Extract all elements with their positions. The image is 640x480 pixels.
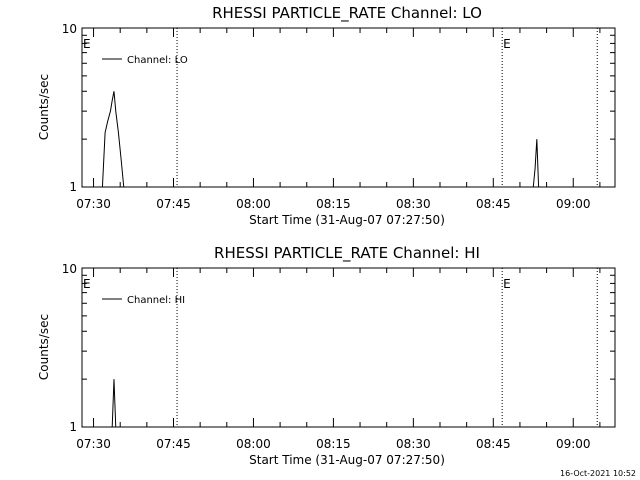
panel-lo-x-axis-label: Start Time (31-Aug-07 07:27:50) <box>249 213 445 227</box>
panel-lo-title: RHESSI PARTICLE_RATE Channel: LO <box>212 4 482 23</box>
panel-hi-marker-label: E <box>83 277 91 291</box>
panel-hi-title: RHESSI PARTICLE_RATE Channel: HI <box>214 244 480 263</box>
panel-lo-x-tick-label: 08:15 <box>316 197 351 211</box>
panel-lo-x-tick-label: 07:30 <box>76 197 111 211</box>
panel-hi-x-axis-label: Start Time (31-Aug-07 07:27:50) <box>249 453 445 467</box>
panel-hi-marker-label: E <box>503 277 511 291</box>
panel-lo-x-tick-label: 08:00 <box>236 197 271 211</box>
panel-lo-series-line <box>101 91 540 188</box>
panel-hi-plot-frame <box>81 267 616 428</box>
panel-lo-x-tick-label: 09:00 <box>556 197 591 211</box>
panel-hi-x-tick-label: 08:15 <box>316 437 351 451</box>
panel-hi-y-axis-label: Counts/sec <box>37 314 51 380</box>
panel-lo-x-ticks <box>93 28 601 187</box>
panel-lo-x-tick-label: 08:30 <box>396 197 431 211</box>
panel-hi-x-tick-label: 09:00 <box>556 437 591 451</box>
panel-hi-x-tick-label: 08:00 <box>236 437 271 451</box>
panel-hi-y-ticks <box>82 274 615 380</box>
panel-hi-legend-label: Channel: HI <box>127 295 185 306</box>
panel-lo-y-axis-label: Counts/sec <box>37 74 51 140</box>
panel-lo-marker-label: E <box>83 37 91 51</box>
panel-lo-series <box>101 91 540 188</box>
panel-lo-y-ticks <box>82 34 615 140</box>
panel-lo-marker-lines <box>176 28 598 187</box>
panel-hi-x-tick-label: 07:30 <box>76 437 111 451</box>
panel-hi-x-tick-label: 08:45 <box>476 437 511 451</box>
panel-hi-series <box>111 379 117 428</box>
panel-lo-y-tick-label-10: 10 <box>62 22 77 36</box>
panel-hi-y-tick-label-1: 1 <box>69 420 77 434</box>
panel-lo-x-tick-label: 08:45 <box>476 197 511 211</box>
panel-lo-legend: Channel: LO <box>102 55 188 66</box>
panel-lo-legend-label: Channel: LO <box>127 55 188 66</box>
panel-hi-y-tick-label-10: 10 <box>62 262 77 276</box>
panel-hi-series-line <box>111 379 117 428</box>
panel-lo-x-tick-label: 07:45 <box>156 197 191 211</box>
panel-lo-plot-frame <box>81 27 616 188</box>
plot-timestamp: 16-Oct-2021 10:52 <box>560 469 636 478</box>
panel-hi-x-ticks <box>93 268 601 427</box>
panel-hi-legend: Channel: HI <box>102 295 185 306</box>
panel-hi-x-tick-label: 07:45 <box>156 437 191 451</box>
panel-lo-marker-label: E <box>503 37 511 51</box>
panel-hi-marker-lines <box>176 268 598 427</box>
panel-hi-x-tick-label: 08:30 <box>396 437 431 451</box>
panel-lo-y-tick-label-1: 1 <box>69 180 77 194</box>
